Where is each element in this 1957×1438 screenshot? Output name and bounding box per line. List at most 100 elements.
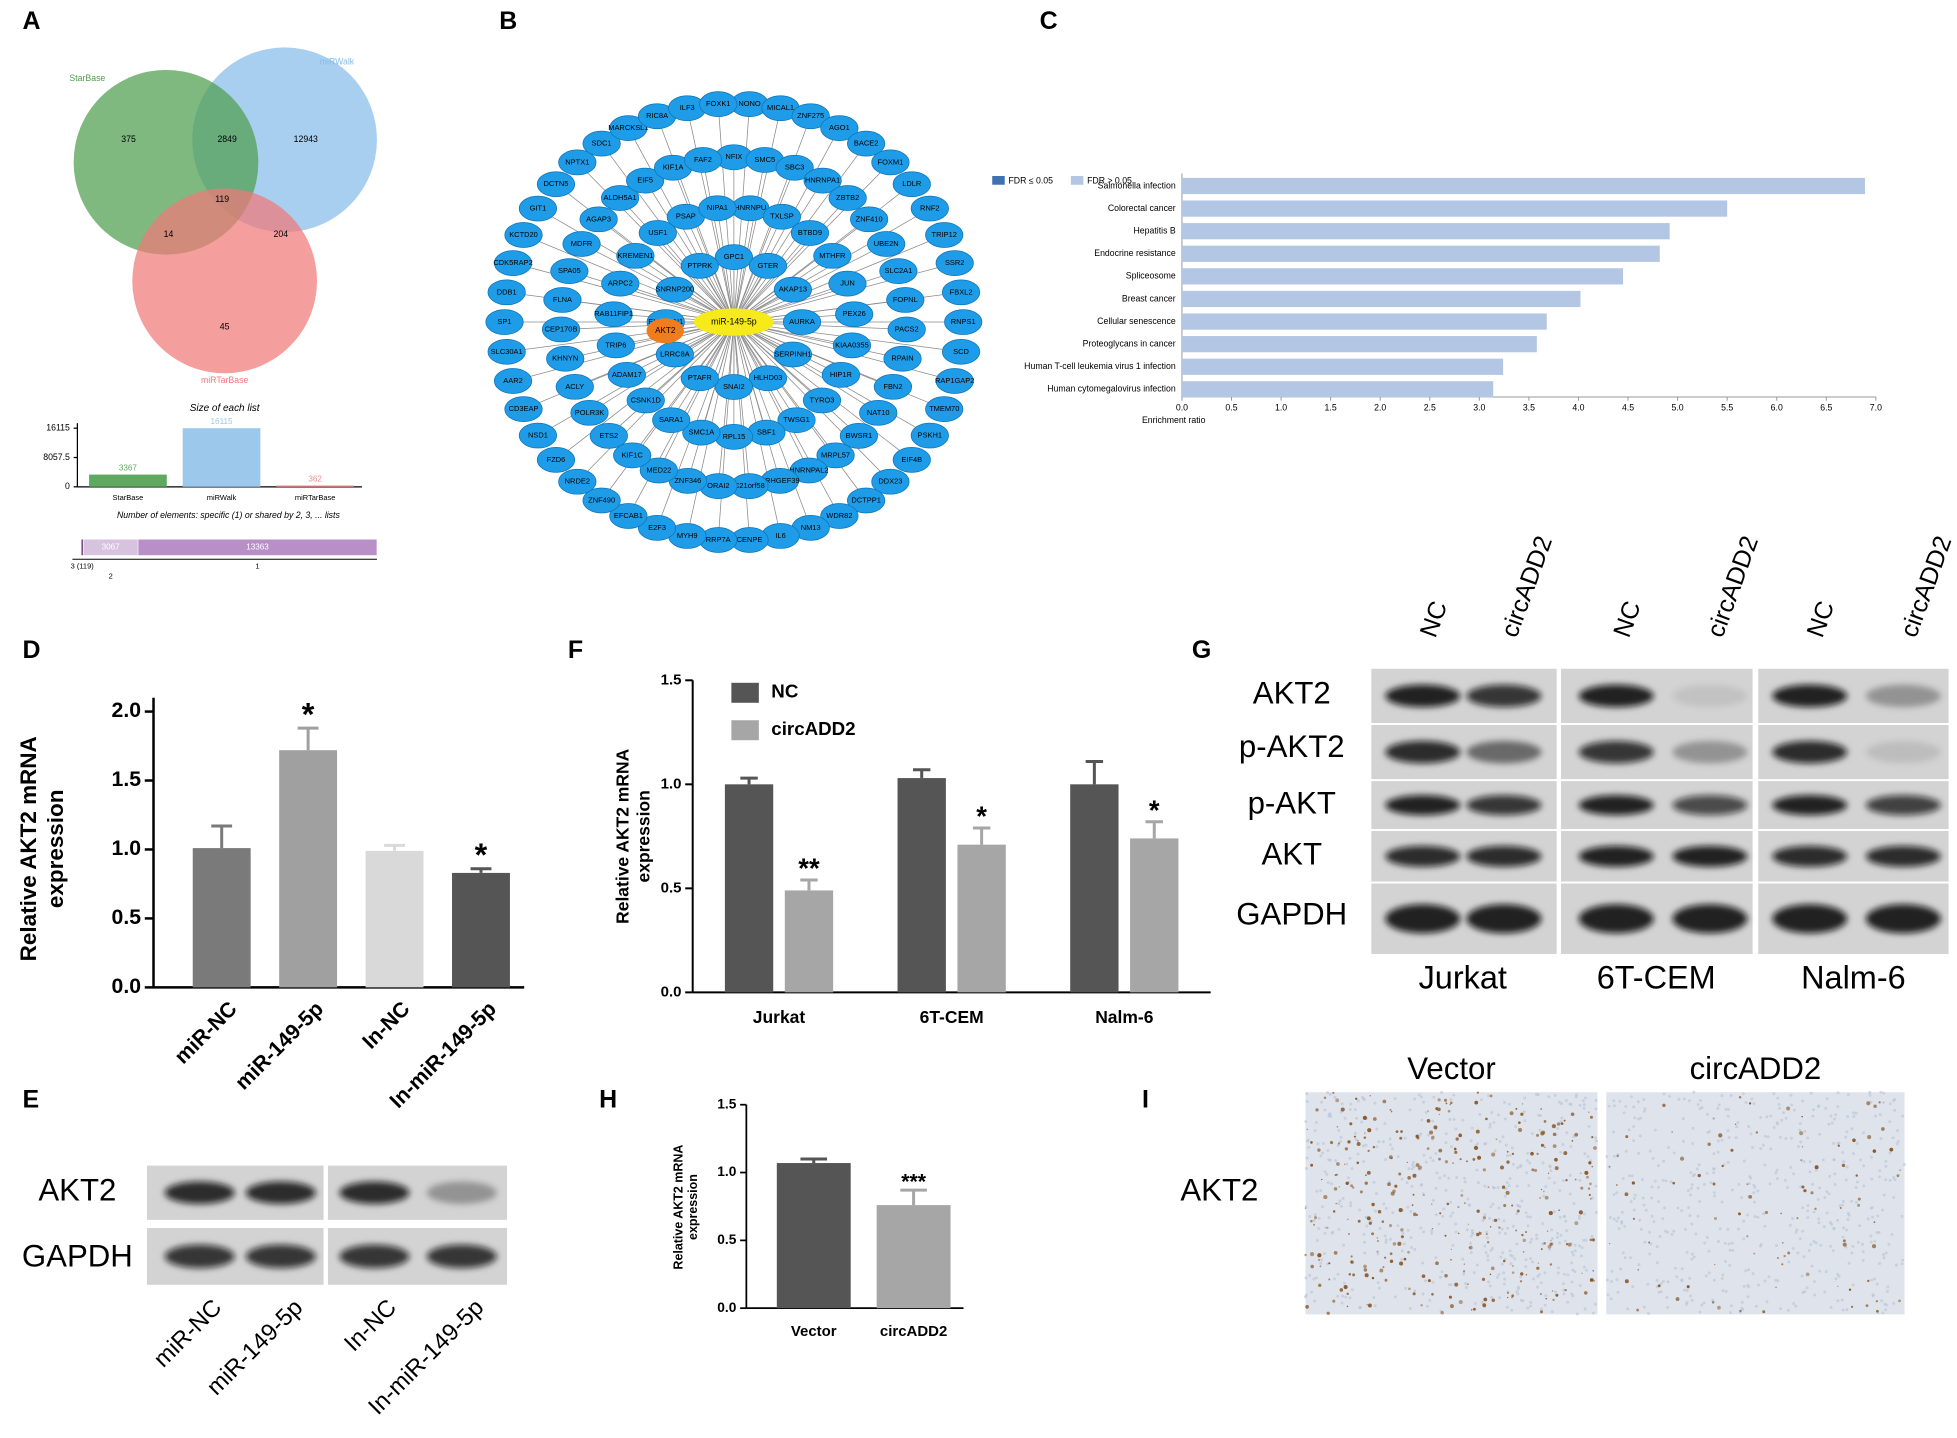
- ihc-texture: [1689, 1294, 1693, 1298]
- ihc-texture: [1375, 1127, 1379, 1131]
- ihc-texture: [1851, 1111, 1855, 1115]
- ihc-texture: [1330, 1231, 1334, 1235]
- ihc-texture: [1884, 1164, 1888, 1168]
- ihc-texture: [1832, 1141, 1836, 1145]
- network-node: [579, 206, 618, 233]
- ihc-stain: [1713, 1263, 1716, 1266]
- ihc-texture: [1637, 1263, 1641, 1267]
- ihc-texture: [1756, 1283, 1760, 1287]
- ihc-texture: [1689, 1193, 1693, 1197]
- ihc-stain: [1872, 1149, 1877, 1153]
- ihc-texture: [1845, 1165, 1849, 1169]
- ihc-stain: [1837, 1144, 1840, 1147]
- network-node: [925, 396, 964, 422]
- ihc-stain: [1506, 1150, 1509, 1153]
- ihc-stain: [1403, 1257, 1407, 1261]
- ihc-texture: [1791, 1217, 1795, 1221]
- ihc-texture: [1836, 1299, 1840, 1303]
- error-bar: [972, 826, 991, 845]
- ihc-stain: [1328, 1262, 1331, 1265]
- ihc-texture: [1377, 1140, 1381, 1144]
- network-node: [832, 332, 872, 359]
- ihc-texture: [1548, 1165, 1552, 1169]
- ihc-stain: [1475, 1129, 1480, 1134]
- ihc-texture: [1765, 1115, 1769, 1119]
- ihc-texture: [1557, 1100, 1561, 1104]
- ihc-texture: [1688, 1214, 1692, 1218]
- x-tick-label: 4.0: [1572, 402, 1584, 412]
- ihc-texture: [1644, 1208, 1648, 1212]
- ihc-stain: [1855, 1174, 1858, 1177]
- network-node-label: KIF1A: [663, 163, 684, 172]
- network-node: [616, 242, 655, 269]
- ihc-texture: [1696, 1102, 1700, 1106]
- ihc-stain: [1498, 1226, 1501, 1229]
- ihc-texture: [1543, 1303, 1547, 1307]
- ihc-texture: [1763, 1134, 1767, 1138]
- ihc-texture: [1823, 1196, 1827, 1200]
- ihc-texture: [1323, 1170, 1327, 1174]
- ihc-texture: [1608, 1215, 1612, 1219]
- ihc-stain: [1350, 1260, 1355, 1265]
- ihc-texture: [1339, 1135, 1343, 1139]
- network-node-label: RNPS1: [951, 317, 976, 326]
- ihc-stain: [1400, 1235, 1404, 1239]
- ihc-texture: [1894, 1263, 1898, 1267]
- ihc-stain: [1583, 1291, 1588, 1295]
- ihc-texture: [1544, 1294, 1548, 1298]
- ihc-texture: [1316, 1142, 1320, 1146]
- ihc-texture: [1700, 1105, 1704, 1109]
- network-node-label: DDX23: [878, 477, 902, 486]
- ihc-texture: [1740, 1306, 1744, 1310]
- ihc-texture: [1349, 1204, 1353, 1208]
- ihc-stain: [1512, 1265, 1514, 1267]
- ihc-texture: [1555, 1235, 1559, 1239]
- blot-band: [1466, 795, 1542, 816]
- ihc-texture: [1893, 1097, 1897, 1101]
- ihc-texture: [1605, 1278, 1609, 1282]
- ihc-texture: [1505, 1305, 1509, 1309]
- ihc-texture: [1776, 1096, 1780, 1100]
- ihc-texture: [1460, 1189, 1464, 1193]
- ihc-texture: [1632, 1124, 1636, 1128]
- venn-set-label: miRTarBase: [201, 375, 248, 385]
- ihc-texture: [1892, 1195, 1896, 1199]
- ihc-texture: [1891, 1136, 1895, 1140]
- ihc-stain: [1636, 1308, 1640, 1312]
- network-node-label: SPA05: [558, 266, 581, 275]
- y-tick-label: 8057.5: [43, 452, 70, 462]
- x-tick-label: circADD2: [880, 1323, 947, 1340]
- network-node-label: KCTD20: [509, 230, 538, 239]
- blot-band: [1385, 795, 1461, 816]
- network-node: [655, 341, 694, 368]
- ihc-texture: [1525, 1215, 1529, 1219]
- ihc-texture: [1831, 1249, 1835, 1253]
- ihc-texture: [1612, 1154, 1616, 1158]
- network-node-label: TWSG1: [783, 415, 810, 424]
- y-tick-label: 1.5: [112, 768, 142, 791]
- ihc-texture: [1618, 1099, 1622, 1103]
- ihc-texture: [1642, 1305, 1646, 1309]
- ihc-texture: [1632, 1196, 1636, 1200]
- ihc-stain: [1662, 1103, 1666, 1107]
- bar: [784, 890, 834, 993]
- ihc-texture: [1825, 1211, 1829, 1215]
- y-tick-label: Salmonella infection: [1098, 180, 1176, 190]
- ihc-texture: [1796, 1145, 1800, 1149]
- ihc-texture: [1712, 1191, 1716, 1195]
- ihc-texture: [1393, 1097, 1397, 1101]
- y-axis-label: Relative AKT2 mRNA: [671, 1145, 685, 1270]
- venn-count: 119: [215, 194, 229, 204]
- ihc-stain: [1317, 1258, 1321, 1262]
- panel-label: E: [22, 1086, 39, 1114]
- network-node: [682, 419, 721, 446]
- ihc-texture: [1340, 1301, 1344, 1305]
- blot-band: [1466, 845, 1542, 867]
- ihc-texture: [1885, 1289, 1889, 1293]
- ihc-texture: [1338, 1199, 1342, 1203]
- ihc-stain: [1548, 1211, 1553, 1216]
- ihc-stain: [1407, 1250, 1410, 1254]
- network-node: [886, 287, 925, 313]
- network-node-label: SCD: [953, 347, 969, 356]
- blot-band: [1865, 684, 1941, 708]
